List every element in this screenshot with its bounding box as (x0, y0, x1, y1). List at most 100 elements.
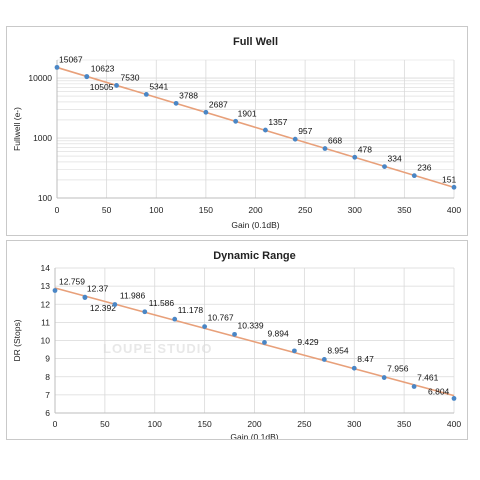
x-tick-label: 400 (447, 419, 461, 429)
x-tick-label: 200 (247, 419, 261, 429)
data-point (352, 154, 358, 160)
data-label: 10505 (90, 82, 114, 92)
data-label: 12.759 (59, 276, 85, 286)
data-point (54, 64, 60, 70)
x-tick-label: 350 (397, 205, 411, 215)
x-tick-label: 250 (297, 419, 311, 429)
data-label: 6.804 (428, 386, 450, 396)
x-tick-label: 200 (248, 205, 262, 215)
x-tick-label: 0 (55, 205, 60, 215)
x-tick-label: 400 (447, 205, 461, 215)
data-point (381, 375, 387, 380)
y-tick-label: 9 (45, 354, 50, 364)
data-label: 15067 (59, 54, 83, 64)
data-label: 7530 (121, 72, 140, 82)
data-point (52, 288, 58, 293)
data-label: 9.894 (267, 328, 289, 338)
y-tick-label: 12 (41, 299, 51, 309)
y-tick-label: 6 (45, 408, 50, 418)
dynamic-range-chart-panel: Dynamic Range LOUPE STUDIO 0 50 100 150 200 250… (6, 240, 468, 440)
y-tick-label: 10000 (28, 73, 52, 83)
y-tick-label: 8 (45, 372, 50, 382)
x-tick-label: 0 (53, 419, 58, 429)
data-point (232, 331, 237, 337)
data-point (202, 324, 208, 329)
y-tick-label: 10 (41, 336, 51, 346)
x-axis-title: Gain (0.1dB) (231, 220, 279, 230)
data-label: 8.954 (327, 345, 349, 355)
data-label: 957 (298, 126, 312, 136)
data-point (142, 309, 148, 315)
x-tick-label: 150 (199, 205, 213, 215)
data-label: 334 (388, 154, 402, 164)
y-tick-label: 14 (41, 263, 51, 273)
data-point (263, 127, 268, 133)
x-tick-label: 300 (348, 205, 362, 215)
trendline (56, 66, 455, 189)
x-tick-label: 250 (298, 205, 312, 215)
y-tick-label: 13 (41, 281, 51, 291)
dynamic-range-chart: Dynamic Range LOUPE STUDIO 0 50 100 150 200 250… (12, 250, 461, 439)
data-point (233, 118, 239, 124)
data-label: 151 (442, 174, 456, 184)
data-label: 9.429 (297, 337, 319, 347)
data-label: 11.586 (149, 298, 175, 308)
data-point (292, 136, 298, 142)
data-label: 7.956 (387, 364, 409, 374)
data-point (451, 184, 457, 190)
data-label: 12.392 (90, 303, 116, 313)
x-tick-label: 100 (149, 205, 163, 215)
x-tick-label: 350 (397, 419, 411, 429)
data-label: 668 (328, 136, 342, 146)
data-point (411, 384, 417, 389)
full-well-chart: Full Well 0 50 100 150 200 250 300 350 400 100 1000… (12, 36, 461, 230)
data-point (114, 83, 119, 88)
data-point (322, 146, 328, 151)
x-tick-label: 300 (347, 419, 361, 429)
x-axis-title: Gain (0.1dB) (230, 432, 278, 439)
full-well-chart-panel: Full Well 0 50 100 150 200 250 300 350 400 100 1000… (6, 26, 468, 236)
data-point (112, 302, 118, 307)
data-point (84, 74, 90, 80)
data-point (351, 365, 357, 371)
data-label: 8.47 (357, 354, 374, 364)
data-label: 236 (417, 163, 431, 173)
data-point (451, 396, 457, 401)
data-point (411, 173, 417, 179)
data-point (82, 294, 88, 300)
y-axis-title: DR (Stops) (12, 319, 22, 361)
data-point (173, 100, 179, 106)
data-label: 11.986 (120, 291, 146, 301)
y-tick-label: 100 (38, 193, 52, 203)
data-label: 11.178 (178, 305, 204, 315)
data-label: 10623 (91, 63, 115, 73)
y-axis-title: Fullwell (e-) (12, 107, 22, 151)
data-label: 5341 (149, 81, 168, 91)
data-label: 478 (358, 144, 372, 154)
data-point (203, 109, 209, 115)
chart-title: Full Well (233, 36, 278, 48)
y-tick-label: 7 (45, 390, 50, 400)
trendline (54, 287, 455, 397)
x-tick-label: 50 (100, 419, 110, 429)
x-tick-label: 50 (102, 205, 112, 215)
chart-title: Dynamic Range (213, 250, 296, 262)
watermark-logo: LOUPE STUDIO (103, 341, 213, 356)
y-tick-label: 1000 (33, 133, 52, 143)
data-label: 3788 (179, 90, 198, 100)
data-point (292, 348, 297, 354)
data-point (382, 164, 387, 169)
data-label: 2687 (209, 99, 228, 109)
data-label: 1901 (238, 108, 257, 118)
y-tick-label: 11 (41, 317, 50, 327)
data-point (262, 340, 267, 345)
data-label: 1357 (268, 117, 287, 127)
data-point (172, 316, 178, 322)
data-label: 7.461 (417, 373, 439, 383)
data-label: 10.339 (238, 320, 264, 330)
x-tick-label: 150 (198, 419, 212, 429)
x-tick-label: 100 (148, 419, 162, 429)
data-label: 12.37 (87, 284, 109, 294)
data-point (143, 91, 149, 97)
data-label: 10.767 (208, 313, 234, 323)
